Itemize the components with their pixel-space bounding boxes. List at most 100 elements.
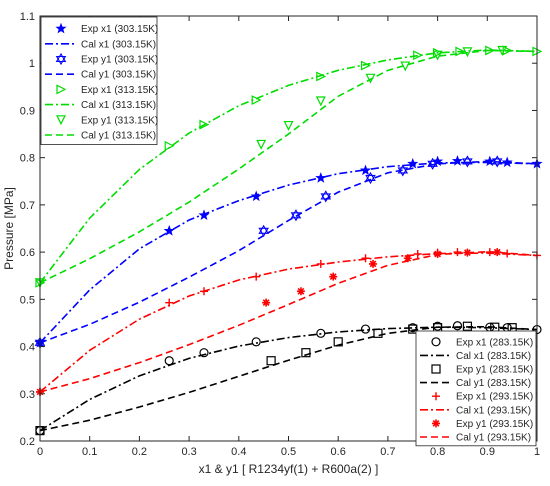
y-tick-label: 1 [29, 58, 35, 70]
legend-entry: Exp y1 (293.15K) [432, 419, 533, 430]
legend-label: Exp y1 (293.15K) [456, 419, 533, 430]
y-tick-label: 0.2 [20, 436, 35, 448]
legend-label: Cal y1 (293.15K) [456, 433, 531, 444]
legend-label: Cal y1 (303.15K) [81, 70, 156, 81]
y-tick-label: 0.5 [20, 294, 35, 306]
y-tick-label: 0.6 [20, 247, 35, 259]
legend-label: Exp x1 (303.15K) [81, 24, 158, 35]
data-point [262, 298, 271, 307]
x-tick-label: 0.6 [331, 446, 346, 458]
legend-entry: Cal x1 (293.15K) [420, 405, 531, 416]
x-tick-label: 0.2 [132, 446, 147, 458]
y-tick-label: 0.3 [20, 389, 35, 401]
series-11 [39, 325, 538, 432]
legend-bottom-right: Exp x1 (283.15K) Cal x1 (283.15K) Exp y1 (… [415, 330, 537, 447]
x-tick-label: 0 [37, 446, 43, 458]
legend-entry: Exp y1 (313.15K) [56, 115, 158, 126]
legend-entry: Exp x1 (303.15K) [55, 22, 158, 35]
data-point [359, 164, 372, 176]
legend-marker-swatch [55, 22, 67, 34]
data-point [373, 328, 383, 338]
legend-marker-swatch [431, 337, 441, 347]
legend-marker-swatch [56, 84, 67, 95]
legend-entry: Cal y1 (293.15K) [420, 433, 531, 444]
legend-entry: Cal x1 (303.15K) [45, 39, 156, 50]
data-point [329, 272, 338, 281]
series-line [39, 325, 538, 432]
legend-marker-swatch [56, 115, 66, 126]
y-tick-label: 0.9 [20, 105, 35, 117]
data-point [453, 248, 462, 257]
data-point [283, 120, 294, 131]
series-5 [39, 49, 538, 284]
series-13 [39, 252, 538, 393]
legend-entry: Cal y1 (303.15K) [45, 70, 156, 81]
data-point [250, 190, 262, 202]
y-axis-label: Pressure [MPa] [2, 187, 16, 270]
series-line [39, 252, 538, 393]
series-7 [39, 49, 538, 284]
data-point [407, 157, 419, 169]
legend-label: Exp x1 (293.15K) [456, 392, 533, 403]
data-point [251, 337, 261, 347]
legend-marker-swatch [432, 419, 440, 428]
data-point [455, 46, 466, 57]
legend-entry: Exp y1 (303.15K) [55, 52, 158, 66]
series-line [39, 49, 538, 284]
legend-entry: Cal x1 (283.15K) [420, 351, 531, 362]
series-9 [39, 326, 538, 432]
x-axis-label: x1 & y1 [ R1234yf(1) + R600a(2) ] [199, 462, 379, 476]
x-tick-label: 0.9 [480, 446, 495, 458]
data-point [397, 164, 409, 177]
data-point [361, 254, 370, 263]
x-tick-label: 0.7 [380, 446, 395, 458]
x-tick-label: 0.1 [82, 446, 97, 458]
legend-marker-swatch [432, 392, 440, 401]
data-point [266, 356, 276, 366]
data-point [452, 321, 463, 331]
legend-label: Cal x1 (303.15K) [81, 39, 156, 50]
data-point [296, 287, 305, 296]
legend-entry: Exp x1 (293.15K) [432, 392, 533, 403]
y-tick-label: 0.8 [20, 153, 35, 165]
series-line [39, 49, 538, 284]
x-tick-label: 1 [534, 446, 540, 458]
data-point [502, 45, 513, 56]
y-tick-label: 1.1 [20, 11, 35, 23]
legend-entry: Cal y1 (283.15K) [420, 378, 531, 389]
legend-label: Exp y1 (283.15K) [456, 365, 533, 376]
legend-entry: Cal x1 (313.15K) [45, 100, 156, 111]
data-point [360, 324, 371, 334]
data-point [315, 96, 326, 107]
data-point [413, 50, 424, 61]
legend-label: Exp y1 (303.15K) [81, 55, 158, 66]
legend-marker-swatch [431, 364, 441, 374]
data-point [301, 348, 311, 358]
legend-entry: Exp x1 (313.15K) [56, 84, 158, 96]
legend-label: Cal y1 (313.15K) [81, 131, 156, 142]
x-tick-label: 0.3 [181, 446, 196, 458]
legend-marker-swatch [55, 52, 67, 66]
legend-label: Cal y1 (283.15K) [456, 378, 531, 389]
series-line [39, 160, 538, 344]
x-tick-label: 0.8 [430, 446, 445, 458]
x-tick-label: 0.5 [281, 446, 296, 458]
legend-top-left: Exp x1 (303.15K) Cal x1 (303.15K) Exp y1 (… [40, 16, 158, 145]
data-point [368, 259, 377, 268]
data-point [199, 348, 209, 358]
y-tick-label: 0.7 [20, 200, 35, 212]
data-point [360, 60, 371, 71]
legend-label: Cal x1 (313.15K) [81, 100, 156, 111]
data-point [199, 119, 210, 130]
data-point [163, 225, 175, 236]
legend-entry: Exp x1 (283.15K) [431, 337, 533, 348]
data-point [493, 248, 502, 257]
x-axis-ticks: 0 0.1 0.2 0.3 0.4 0.5 0.6 0.7 0.8 0.9 1 [37, 16, 540, 458]
data-point [256, 139, 267, 150]
data-point [413, 250, 422, 258]
series-3 [39, 160, 538, 344]
data-point [365, 171, 376, 185]
legend-label: Exp y1 (313.15K) [81, 115, 158, 126]
y-tick-label: 0.4 [20, 342, 35, 354]
